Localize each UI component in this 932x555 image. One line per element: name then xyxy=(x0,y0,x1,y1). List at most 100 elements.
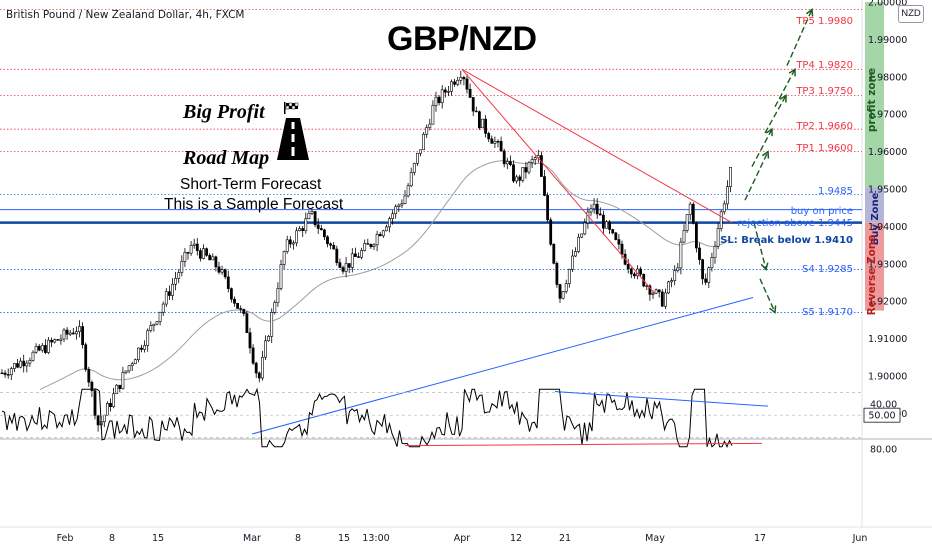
candle[interactable] xyxy=(28,357,32,367)
candle[interactable] xyxy=(130,361,134,372)
candle[interactable] xyxy=(264,335,267,361)
candle[interactable] xyxy=(118,384,122,393)
trendline-blue-3[interactable] xyxy=(251,296,754,435)
candle[interactable] xyxy=(164,288,168,307)
candle[interactable] xyxy=(481,118,484,129)
candle[interactable] xyxy=(56,338,60,341)
candle[interactable] xyxy=(611,228,615,235)
candle[interactable] xyxy=(124,370,128,375)
candle[interactable] xyxy=(236,302,240,309)
candle[interactable] xyxy=(22,354,26,373)
candle[interactable] xyxy=(288,236,292,248)
candle[interactable] xyxy=(533,155,537,165)
candle[interactable] xyxy=(508,155,512,167)
candle[interactable] xyxy=(257,371,261,383)
candle[interactable] xyxy=(388,216,391,233)
candle[interactable] xyxy=(570,249,574,272)
candle[interactable] xyxy=(512,160,515,184)
candle[interactable] xyxy=(490,135,494,144)
candle[interactable] xyxy=(205,247,209,257)
candle[interactable] xyxy=(71,327,75,335)
candle[interactable] xyxy=(338,258,342,269)
candle[interactable] xyxy=(223,268,227,280)
candle[interactable] xyxy=(725,180,729,209)
candle[interactable] xyxy=(450,79,453,96)
candle[interactable] xyxy=(713,241,717,264)
candle[interactable] xyxy=(112,387,116,409)
candle[interactable] xyxy=(322,228,326,241)
candle[interactable] xyxy=(59,334,63,345)
candle[interactable] xyxy=(617,234,621,250)
candle[interactable] xyxy=(574,247,577,257)
candle[interactable] xyxy=(152,323,156,332)
candle[interactable] xyxy=(605,219,608,229)
candle[interactable] xyxy=(25,360,29,373)
candle[interactable] xyxy=(608,219,612,234)
candle[interactable] xyxy=(716,222,720,250)
candle[interactable] xyxy=(285,235,289,254)
candle[interactable] xyxy=(543,169,546,197)
candle[interactable] xyxy=(87,366,91,387)
candle[interactable] xyxy=(350,248,354,273)
candle[interactable] xyxy=(384,224,388,232)
candle[interactable] xyxy=(487,131,491,143)
candle[interactable] xyxy=(291,240,295,250)
candle[interactable] xyxy=(539,151,543,177)
candle[interactable] xyxy=(242,308,246,317)
trendline-red-1[interactable] xyxy=(461,68,733,224)
candle[interactable] xyxy=(474,106,478,113)
candle[interactable] xyxy=(654,288,658,295)
candle[interactable] xyxy=(595,198,599,219)
candle[interactable] xyxy=(183,248,187,267)
candle[interactable] xyxy=(378,231,382,237)
candle[interactable] xyxy=(313,211,317,228)
candle[interactable] xyxy=(549,217,553,246)
candle[interactable] xyxy=(329,242,333,250)
candle[interactable] xyxy=(397,203,401,212)
candle[interactable] xyxy=(217,261,221,275)
candle[interactable] xyxy=(496,139,500,148)
candle[interactable] xyxy=(598,207,602,216)
candle[interactable] xyxy=(431,100,435,125)
candle[interactable] xyxy=(137,347,140,363)
candle[interactable] xyxy=(254,361,258,378)
candle[interactable] xyxy=(189,240,193,256)
candle[interactable] xyxy=(357,252,360,258)
candle[interactable] xyxy=(326,235,329,248)
candle[interactable] xyxy=(37,344,41,352)
trendline-red-2[interactable] xyxy=(461,68,656,295)
candle[interactable] xyxy=(90,380,94,398)
candle[interactable] xyxy=(335,245,339,266)
candle[interactable] xyxy=(279,259,283,291)
candle[interactable] xyxy=(316,218,320,234)
candle[interactable] xyxy=(34,343,38,354)
candle[interactable] xyxy=(174,271,178,291)
candle[interactable] xyxy=(251,344,255,366)
candle[interactable] xyxy=(81,322,85,349)
candle[interactable] xyxy=(239,305,243,314)
candle[interactable] xyxy=(710,252,714,272)
candle[interactable] xyxy=(372,243,376,250)
candle[interactable] xyxy=(561,291,565,300)
candle[interactable] xyxy=(530,155,534,168)
candle[interactable] xyxy=(729,167,732,193)
candle[interactable] xyxy=(567,268,571,288)
candle[interactable] xyxy=(168,285,171,300)
candle[interactable] xyxy=(93,388,97,420)
candle[interactable] xyxy=(47,337,50,355)
candle[interactable] xyxy=(443,87,447,98)
candle[interactable] xyxy=(298,225,302,232)
candle[interactable] xyxy=(446,86,450,97)
candle[interactable] xyxy=(106,401,109,416)
candle[interactable] xyxy=(273,300,277,315)
candle[interactable] xyxy=(688,201,692,221)
candle[interactable] xyxy=(84,342,88,372)
candle[interactable] xyxy=(484,115,488,138)
candle[interactable] xyxy=(65,327,69,340)
candle[interactable] xyxy=(230,287,233,303)
candle[interactable] xyxy=(347,263,351,274)
candle[interactable] xyxy=(400,199,404,208)
candle[interactable] xyxy=(332,241,336,250)
candle[interactable] xyxy=(13,362,16,372)
candle[interactable] xyxy=(657,289,661,298)
